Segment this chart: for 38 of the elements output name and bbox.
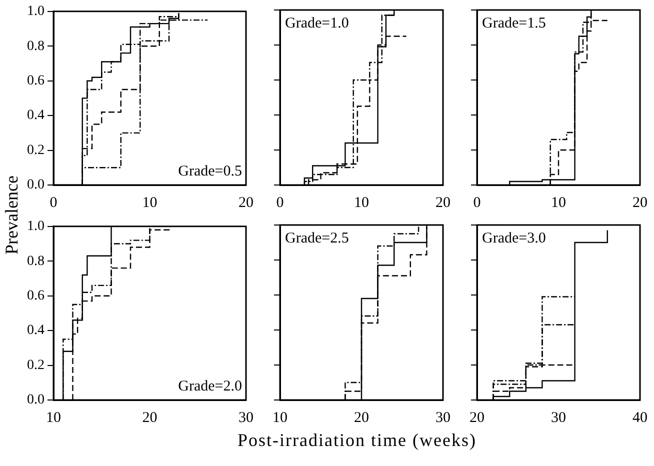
x-tick-label: 10 (142, 194, 158, 211)
x-tick-label: 10 (46, 410, 61, 426)
y-tick-label: 1.0 (27, 219, 44, 234)
y-tick-label: 0.6 (27, 288, 44, 304)
y-tick-label: 0.0 (27, 392, 44, 408)
y-tick-label: 0.2 (27, 358, 44, 373)
y-axis-title: Prevalence (2, 176, 22, 254)
y-tick-label: 0.8 (27, 254, 44, 269)
annotation: Grade=1.0 (285, 15, 349, 32)
x-tick-label: 20 (632, 194, 648, 211)
x-tick-label: 30 (551, 410, 566, 426)
annotation: Grade=2.5 (285, 230, 349, 246)
x-tick-label: 20 (354, 410, 369, 426)
x-tick-label: 20 (142, 410, 158, 426)
x-tick-label: 0 (473, 194, 481, 211)
y-tick-label: 0.0 (27, 178, 44, 193)
x-tick-label: 20 (470, 410, 484, 426)
x-tick-label: 0 (276, 194, 284, 211)
x-tick-label: 30 (238, 410, 254, 426)
x-tick-label: 10 (272, 410, 288, 426)
annotation: Grade=1.5 (482, 15, 546, 32)
x-tick-label: 30 (436, 410, 450, 426)
x-tick-label: 0 (50, 194, 58, 211)
x-tick-label: 10 (354, 194, 369, 211)
y-tick-label: 0.4 (27, 323, 44, 338)
y-tick-label: 0.6 (27, 74, 44, 89)
y-tick-label: 0.4 (27, 108, 44, 124)
annotation: Grade=3.0 (482, 230, 546, 246)
x-axis-title: Post-irradiation time (weeks) (236, 430, 478, 451)
y-tick-label: 1.0 (27, 4, 44, 20)
x-tick-label: 20 (238, 194, 254, 211)
x-tick-label: 20 (436, 194, 450, 211)
y-tick-label: 0.8 (27, 38, 44, 54)
x-tick-label: 40 (632, 410, 648, 426)
x-tick-label: 10 (551, 194, 566, 211)
annotation: Grade=0.5 (178, 163, 242, 180)
y-tick-label: 0.2 (27, 142, 44, 158)
annotation: Grade=2.0 (178, 378, 242, 394)
